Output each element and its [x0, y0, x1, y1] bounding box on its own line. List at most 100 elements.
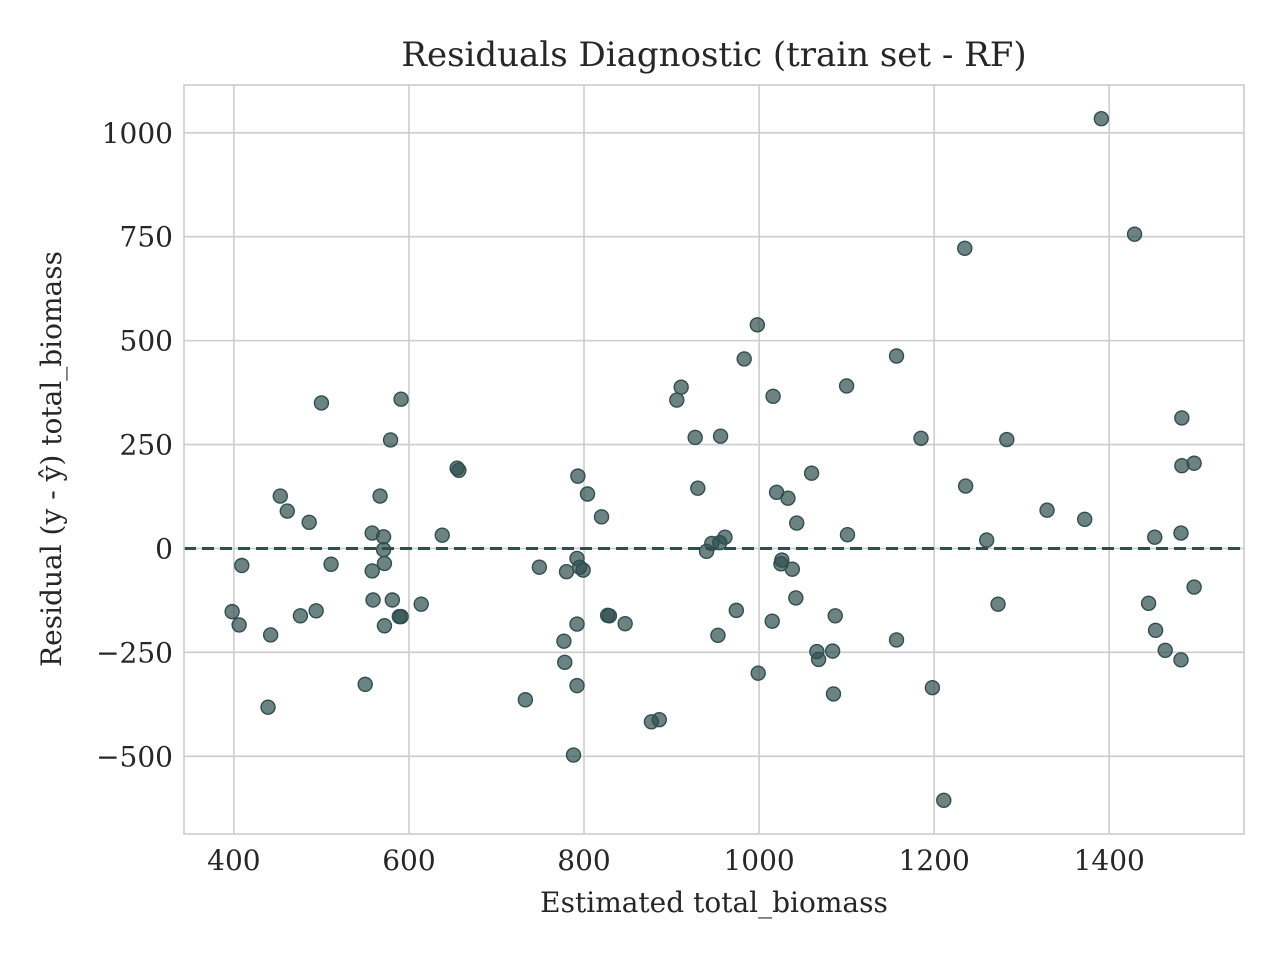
scatter-point — [669, 392, 685, 408]
y-tick-label: −250 — [96, 636, 173, 669]
scatter-point — [375, 529, 392, 545]
scatter-point — [710, 627, 726, 644]
scatter-point — [1186, 579, 1202, 595]
scatter-point — [384, 592, 401, 608]
scatter-point — [1157, 642, 1173, 658]
scatter-point — [1126, 226, 1143, 242]
chart-title: Residuals Diagnostic (train set - RF) — [401, 35, 1026, 75]
scatter-point — [364, 563, 380, 579]
scatter-point — [272, 488, 288, 504]
x-tick-label: 1000 — [723, 844, 794, 877]
scatter-point — [365, 592, 381, 608]
x-tick-labels: 400 600 800 1000 1200 1400 — [207, 844, 1145, 877]
x-tick-label: 800 — [557, 844, 610, 877]
scatter-point — [234, 557, 250, 574]
x-tick-label: 400 — [207, 844, 260, 877]
scatter-point — [593, 509, 610, 525]
x-tick-label: 600 — [382, 844, 435, 877]
scatter-point — [224, 603, 240, 620]
scatter-point — [393, 608, 409, 625]
scatter-point — [451, 462, 467, 479]
scatter-point — [749, 317, 766, 333]
scatter-point — [1093, 110, 1110, 127]
scatter-point — [557, 654, 573, 671]
scatter-point — [565, 747, 582, 763]
scatter-point — [570, 468, 586, 484]
scatter-point — [673, 379, 689, 395]
scatter-point — [1173, 652, 1189, 668]
scatter-point — [978, 532, 995, 548]
scatter-point — [924, 679, 941, 696]
scatter-point — [601, 608, 618, 624]
y-tick-label: 750 — [120, 221, 173, 254]
scatter-point — [957, 478, 974, 494]
scatter-point — [579, 486, 596, 502]
scatter-point — [717, 529, 733, 545]
y-tick-label: 250 — [120, 429, 173, 462]
y-axis-label: Residual (y - ŷ) total_biomass — [35, 251, 68, 667]
plot-area — [184, 85, 1244, 834]
data-points — [224, 110, 1202, 809]
y-tick-label: 500 — [120, 325, 173, 358]
plot-frame — [183, 84, 1245, 835]
scatter-point — [810, 651, 827, 668]
scatter-point — [774, 552, 790, 568]
scatter-point — [780, 490, 796, 506]
scatter-point — [262, 627, 279, 643]
scatter-point — [556, 633, 572, 649]
scatter-point — [888, 632, 905, 648]
scatter-point — [712, 428, 729, 444]
scatter-point — [323, 556, 339, 572]
scatter-point — [1174, 458, 1190, 474]
scatter-point — [1147, 622, 1164, 639]
scatter-point — [789, 515, 805, 531]
scatter-point — [999, 431, 1015, 448]
y-tick-label: −500 — [96, 740, 173, 773]
scatter-point — [765, 388, 781, 405]
scatter-point — [728, 602, 745, 619]
y-tick-label: 0 — [155, 532, 173, 565]
scatter-point — [531, 559, 548, 575]
scatter-point — [936, 792, 952, 809]
scatter-point — [413, 596, 429, 612]
scatter-point — [990, 596, 1006, 612]
scatter-point — [376, 618, 393, 634]
scatter-point — [313, 395, 330, 411]
scatter-point — [913, 430, 929, 447]
scatter-point — [1186, 455, 1202, 471]
scatter-point — [434, 527, 450, 543]
scatter-point — [260, 699, 276, 715]
scatter-point — [1076, 511, 1093, 528]
scatter-point — [957, 240, 973, 257]
x-axis-label: Estimated total_biomass — [540, 886, 888, 919]
x-tick-label: 1200 — [899, 844, 970, 877]
scatter-point — [308, 603, 324, 619]
scatter-point — [558, 564, 575, 580]
scatter-point — [1147, 529, 1163, 545]
scatter-point — [888, 348, 905, 364]
scatter-point — [803, 465, 820, 481]
scatter-point — [517, 692, 534, 708]
y-tick-labels: −500 −250 0 250 500 750 1000 — [96, 117, 173, 773]
scatter-point — [301, 514, 317, 530]
scatter-point — [292, 608, 309, 624]
scatter-point — [372, 488, 388, 504]
scatter-point — [687, 429, 703, 446]
scatter-point — [839, 527, 856, 543]
scatter-point — [231, 617, 247, 633]
scatter-point — [279, 503, 295, 519]
scatter-point — [357, 676, 373, 693]
scatter-point — [1174, 410, 1190, 426]
scatter-point — [827, 608, 843, 624]
scatter-point — [569, 677, 585, 694]
scatter-point — [788, 590, 804, 606]
x-tick-label: 1400 — [1074, 844, 1145, 877]
scatter-point — [1173, 525, 1189, 541]
scatter-point — [824, 643, 841, 659]
scatter-point — [393, 391, 409, 407]
scatter-point — [736, 351, 752, 367]
scatter-point — [569, 616, 585, 632]
scatter-point — [838, 378, 855, 394]
scatter-point — [825, 686, 842, 702]
